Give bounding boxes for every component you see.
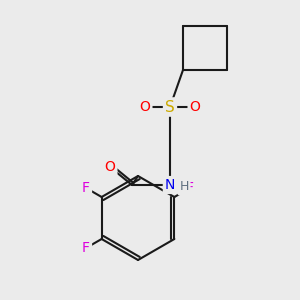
Text: S: S: [165, 100, 175, 115]
Text: O: O: [140, 100, 150, 114]
Text: O: O: [190, 100, 200, 114]
Text: F: F: [82, 181, 90, 195]
Text: O: O: [105, 160, 116, 174]
Text: F: F: [186, 181, 194, 195]
Text: H: H: [179, 181, 189, 194]
Text: N: N: [165, 178, 175, 192]
Text: F: F: [82, 241, 90, 255]
